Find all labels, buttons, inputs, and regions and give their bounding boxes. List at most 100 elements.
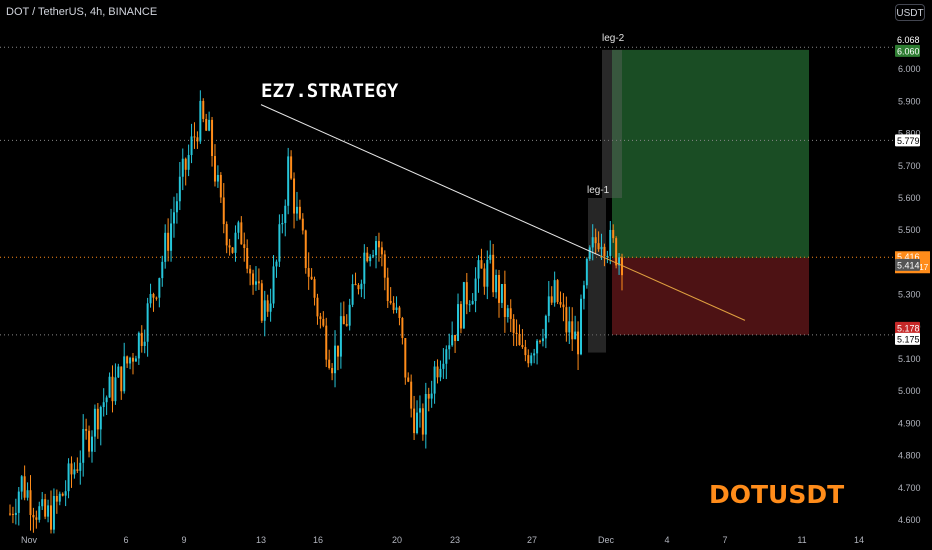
candle-body xyxy=(196,137,199,142)
candle-body xyxy=(234,232,237,253)
last-price-tag: 5.416 xyxy=(897,252,920,262)
candle-body xyxy=(155,297,158,299)
y-tick-label: 4.800 xyxy=(898,451,921,461)
candle-body xyxy=(52,496,55,530)
candle-body xyxy=(398,307,401,318)
target-tag-bg xyxy=(895,44,920,57)
candle-body xyxy=(105,397,108,403)
candle-body xyxy=(354,284,357,286)
currency-button[interactable]: USDT xyxy=(895,4,925,21)
candle-body xyxy=(407,377,410,382)
candle-body xyxy=(594,237,597,244)
candle-body xyxy=(345,324,348,326)
candle-body xyxy=(588,247,591,259)
candle-body xyxy=(577,331,580,355)
candle-body xyxy=(237,222,240,233)
candle-body xyxy=(134,358,137,362)
candle-body xyxy=(416,412,419,434)
candle-body xyxy=(90,436,93,452)
candle-body xyxy=(559,302,562,305)
candle-body xyxy=(93,408,96,437)
candle-body xyxy=(427,393,430,399)
candle-body xyxy=(591,237,594,248)
candle-body xyxy=(295,206,298,214)
brand-watermark: EZ7.STRATEGY xyxy=(261,80,399,102)
candle-body xyxy=(366,252,369,262)
candle-body xyxy=(129,357,132,364)
candle-body xyxy=(260,283,263,321)
candle-body xyxy=(35,517,38,520)
candle-body xyxy=(96,408,99,430)
candle-body xyxy=(254,281,257,285)
candle-body xyxy=(413,408,416,434)
candle-body xyxy=(61,493,64,496)
candle-body xyxy=(389,300,392,303)
candle-body xyxy=(14,512,17,515)
candle-body xyxy=(313,279,316,298)
x-tick-label: Nov xyxy=(21,535,38,545)
x-tick-label: 4 xyxy=(664,535,669,545)
candle-body xyxy=(131,357,134,362)
candle-body xyxy=(246,247,249,269)
candle-body xyxy=(278,224,281,262)
candle-body xyxy=(117,366,120,378)
candle-body xyxy=(231,247,234,253)
candle-body xyxy=(618,257,621,266)
candle-body xyxy=(609,229,612,256)
candle-body xyxy=(597,243,600,250)
x-tick-label: 7 xyxy=(722,535,727,545)
candle-body xyxy=(225,224,228,246)
candle-body xyxy=(228,245,231,248)
candle-body xyxy=(603,246,606,257)
y-tick-label: 5.300 xyxy=(898,290,921,300)
target-marker-tag: 6.068 xyxy=(897,35,920,45)
candle-body xyxy=(498,274,501,303)
candle-body xyxy=(102,402,105,408)
candle-body xyxy=(205,118,208,131)
candle-body xyxy=(515,332,518,335)
candle-body xyxy=(600,246,603,250)
candle-body xyxy=(527,355,530,364)
candle-body xyxy=(480,260,483,269)
candle-body xyxy=(219,174,222,198)
candle-body xyxy=(140,332,143,346)
candle-body xyxy=(187,155,190,170)
y-axis: 4.6004.7004.8004.9005.0005.1005.2005.300… xyxy=(898,64,921,525)
candle-body xyxy=(272,266,275,304)
candle-body xyxy=(216,174,219,182)
candle-body xyxy=(580,298,583,355)
candle-body xyxy=(158,278,161,298)
candle-body xyxy=(369,256,372,262)
candle-body xyxy=(536,340,539,354)
candle-body xyxy=(293,178,296,214)
candle-body xyxy=(492,254,495,293)
candle-body xyxy=(474,278,477,302)
candle-body xyxy=(530,355,533,364)
candle-body xyxy=(281,222,284,225)
candle-body xyxy=(266,300,269,312)
candle-body xyxy=(357,285,360,290)
candle-body xyxy=(430,393,433,399)
candle-body xyxy=(360,283,363,290)
candle-body xyxy=(421,408,424,435)
candle-body xyxy=(172,212,175,224)
candle-body xyxy=(500,283,503,303)
candle-body xyxy=(287,156,290,206)
candle-body xyxy=(459,304,462,329)
leg-1-label: leg-1 xyxy=(587,185,610,196)
candle-body xyxy=(149,294,152,304)
entry-tag: 5.414 xyxy=(897,260,920,270)
candle-body xyxy=(82,429,85,463)
candle-body xyxy=(404,338,407,378)
target-marker-tag-bg xyxy=(895,33,920,46)
candle-body xyxy=(307,268,310,277)
candle-body xyxy=(454,335,457,341)
candle-body xyxy=(342,316,345,325)
x-tick-label: 27 xyxy=(527,535,537,545)
leg-1-box xyxy=(588,198,606,353)
entry-tag-bg xyxy=(895,258,920,271)
candle-body xyxy=(486,259,489,287)
resistance-tag-bg xyxy=(895,134,920,147)
candle-body xyxy=(606,255,609,257)
